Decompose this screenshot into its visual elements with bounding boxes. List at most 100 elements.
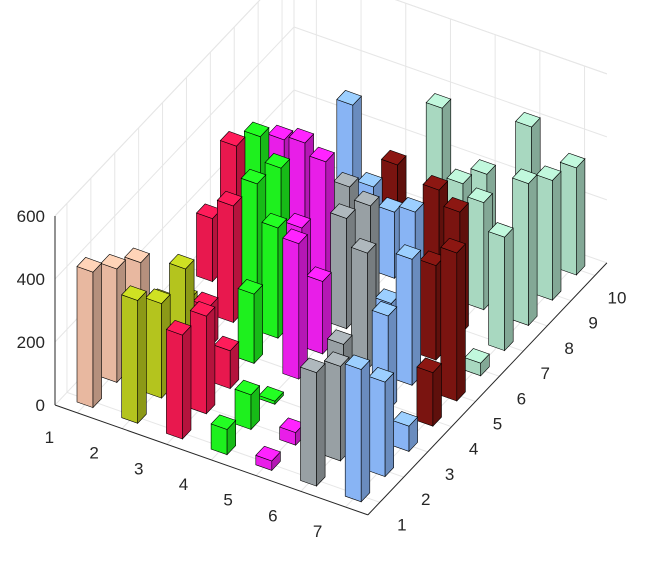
bar-top-face [237,279,264,295]
bar [258,386,285,406]
bar-side-face [253,284,264,365]
bar-front-face [121,294,138,424]
bar-top-face [165,319,192,336]
bar-front-face [190,310,207,415]
bar-top-face [323,351,350,367]
bar-top-face [488,222,514,238]
bar-top-face [425,93,452,109]
bar-top-face [326,329,353,345]
bar-top-face [368,367,395,383]
bar-side-face [298,233,308,380]
x-tick-label: 5 [223,491,232,510]
y-tick-label: 2 [421,490,430,509]
wall-edge [394,0,608,75]
bar-top-face [443,196,470,213]
bar [165,319,192,440]
axes [54,216,608,516]
bar-top-face [145,288,171,304]
bar [344,354,371,503]
bar [511,168,538,327]
bar-front-face [512,177,529,326]
bar [392,411,419,453]
axis-line [367,262,608,516]
bar-top-face [261,212,288,229]
bar-top-face [535,165,562,181]
bar-front-face [240,177,258,298]
bar [395,244,422,387]
bar [306,266,332,355]
bar-top-face [416,357,443,374]
bar-top-face [306,266,332,282]
bar-top-face [288,127,315,144]
bar-front-face [536,174,553,301]
z-tick-label: 400 [17,270,45,289]
bar-front-face [76,266,94,409]
y-tick-label: 8 [564,339,573,358]
bar-top-face [219,131,246,147]
bar-front-face [344,363,362,503]
bar-top-face [511,168,538,185]
bar-top-face [124,247,150,264]
bar-top-face [357,171,383,188]
bar-front-face [378,206,395,279]
bar-top-face [392,411,419,427]
bar-top-face [282,228,308,245]
bar-top-face [216,190,243,207]
bar [255,445,281,472]
bar-front-face [217,199,234,323]
bar-top-face [264,153,291,169]
bar-front-face [261,221,279,339]
bar-front-face [419,259,437,361]
bar-front-face [467,196,485,311]
axis-line [54,404,369,516]
y-tick-label: 9 [588,314,597,333]
bar-top-face [330,203,356,219]
bar-front-face [237,288,255,364]
bar-side-face [92,262,102,409]
bar [299,357,326,487]
bar-front-face [282,237,300,380]
bar [464,348,490,377]
bar-front-face [213,344,231,390]
bar-front-face [416,366,434,427]
bar-front-face [395,253,413,386]
bar-top-face [333,171,359,188]
bar-front-face [306,275,324,355]
bar-top-face [213,335,240,352]
y-tick-label: 3 [445,465,454,484]
bar [145,288,171,399]
bar [559,152,586,276]
bar-top-face [344,354,371,370]
bar-side-face [504,227,514,352]
bar-top-face [240,168,267,185]
bar-front-face [100,262,118,383]
bar-side-face [528,173,538,327]
bar-top-face [422,174,449,191]
bar-side-face [206,306,216,415]
bar [416,357,443,427]
bar-front-face [368,376,386,478]
bar-top-face [267,124,294,141]
bar-front-face [440,246,458,402]
z-tick-label: 0 [36,396,45,415]
bar [121,285,147,425]
y-tick-label: 6 [517,389,526,408]
bar [488,222,514,352]
bar [213,335,240,390]
bar [323,351,350,462]
bar-top-face [467,187,493,203]
x-tick-label: 6 [268,506,277,525]
bar [189,301,216,415]
bar-top-face [440,237,466,254]
bar-top-face [559,152,586,169]
bar-top-face [336,90,362,106]
bar-side-face [384,372,395,478]
bar-top-face [380,149,407,166]
bar-top-face [470,159,497,175]
x-tick-label: 1 [45,428,54,447]
bar [440,237,466,402]
x-tick-label: 4 [179,475,188,494]
bar [282,228,308,380]
